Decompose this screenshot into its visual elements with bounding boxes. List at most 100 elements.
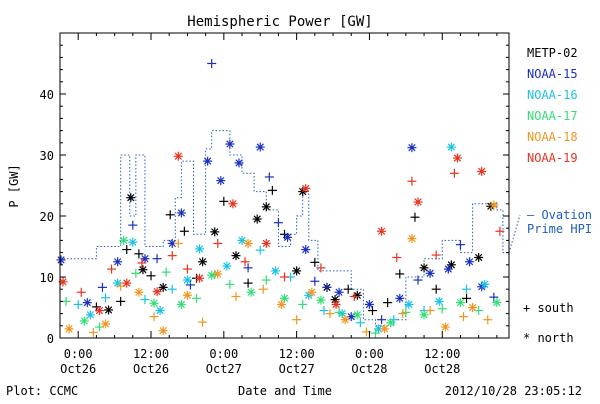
data-point-south	[395, 269, 405, 279]
x-tick-time-label: 12:00	[133, 347, 169, 361]
data-point-south	[261, 275, 271, 285]
plot-credit: Plot: CCMC	[6, 384, 78, 398]
data-point-south	[355, 318, 365, 328]
data-point-north	[195, 244, 205, 254]
data-point-north	[138, 265, 148, 275]
data-point-north	[334, 287, 344, 297]
data-point-south	[292, 315, 302, 325]
data-point-south	[101, 293, 111, 303]
data-point-south	[134, 249, 144, 259]
y-tick-label: 0	[47, 332, 54, 346]
data-point-north	[380, 324, 390, 334]
data-point-north	[128, 237, 138, 247]
data-point-south	[240, 257, 250, 267]
axes-layer: 0102030400:00Oct2612:00Oct260:00Oct2712:…	[40, 32, 510, 376]
data-point-south	[107, 264, 117, 274]
data-point-north	[364, 299, 374, 309]
data-point-south	[161, 267, 171, 277]
data-point-south	[349, 292, 359, 302]
data-point-north	[195, 273, 205, 283]
data-point-north	[276, 299, 286, 309]
data-point-north	[480, 279, 490, 289]
ovation-label-line2: Prime HPI	[527, 222, 592, 236]
data-point-north	[492, 298, 502, 308]
x-tick-date-label: Oct28	[351, 362, 387, 376]
data-point-north	[167, 238, 177, 248]
data-point-north	[94, 306, 104, 316]
ovation-label-line1: — Ovation	[527, 208, 592, 222]
data-point-north	[176, 299, 186, 309]
data-point-north	[425, 268, 435, 278]
data-point-south	[310, 276, 320, 286]
x-tick-time-label: 0:00	[355, 347, 384, 361]
data-point-north	[182, 275, 192, 285]
data-point-north	[455, 298, 465, 308]
data-point-south	[449, 168, 459, 178]
data-point-south	[137, 258, 147, 268]
data-point-south	[88, 328, 98, 338]
data-point-south	[179, 226, 189, 236]
data-point-north	[283, 232, 293, 242]
data-point-north	[352, 310, 362, 320]
data-point-north	[231, 251, 241, 261]
data-point-south	[316, 263, 326, 273]
data-point-north	[419, 310, 429, 320]
data-point-north	[234, 158, 244, 168]
y-tick-label: 40	[40, 88, 54, 102]
data-point-south	[383, 298, 393, 308]
chart-title: Hemispheric Power [GW]	[187, 14, 372, 30]
legend-entry: NOAA-16	[527, 88, 578, 102]
data-point-north	[477, 166, 487, 176]
data-point-south	[182, 264, 192, 274]
data-point-south	[165, 210, 175, 220]
plot-timestamp: 2012/10/28 23:05:12	[445, 384, 582, 398]
data-point-north	[395, 293, 405, 303]
data-point-north	[407, 234, 417, 244]
data-point-south	[462, 284, 472, 294]
data-point-south	[73, 299, 83, 309]
data-point-south	[97, 282, 107, 292]
data-point-north	[222, 261, 232, 271]
x-tick-date-label: Oct27	[279, 362, 315, 376]
data-point-south	[280, 272, 289, 282]
data-point-south	[410, 212, 420, 222]
x-tick-time-label: 12:00	[279, 347, 315, 361]
data-point-north	[119, 235, 129, 245]
data-point-south	[61, 296, 71, 306]
data-point-south	[207, 59, 217, 68]
data-point-south	[149, 312, 159, 322]
data-point-south	[243, 263, 253, 273]
data-point-north	[340, 315, 350, 325]
data-point-south	[173, 238, 183, 248]
data-point-north	[419, 263, 429, 273]
data-point-south	[462, 293, 472, 303]
data-point-north	[292, 266, 302, 276]
y-tick-label: 10	[40, 271, 54, 285]
data-point-north	[465, 257, 475, 267]
legend-entry: NOAA-15	[527, 67, 578, 81]
data-point-south	[131, 268, 141, 278]
data-point-north	[255, 142, 265, 152]
data-point-north	[182, 290, 192, 300]
data-point-north	[386, 318, 396, 328]
data-point-north	[207, 270, 217, 280]
data-point-north	[413, 197, 423, 207]
x-tick-date-label: Oct28	[424, 362, 460, 376]
data-point-south	[343, 284, 353, 294]
data-point-north	[246, 287, 256, 297]
data-point-north	[198, 257, 208, 267]
x-axis-label: Date and Time	[238, 384, 332, 398]
x-tick-time-label: 0:00	[209, 347, 238, 361]
data-point-north	[261, 238, 271, 248]
data-point-north	[213, 269, 223, 279]
ovation-model-layer	[60, 130, 521, 327]
data-point-north	[134, 287, 144, 297]
data-point-south	[255, 245, 265, 255]
data-point-south	[231, 292, 241, 302]
data-point-south	[377, 315, 387, 325]
north-marker-key: * north	[523, 331, 574, 345]
data-point-north	[301, 184, 311, 194]
legend-entry: NOAA-18	[527, 130, 578, 144]
